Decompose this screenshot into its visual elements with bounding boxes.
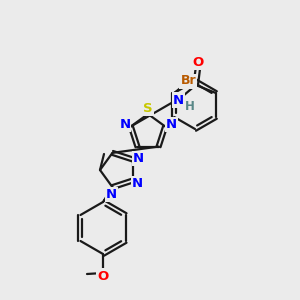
Text: O: O <box>98 269 109 283</box>
Text: N: N <box>132 177 143 190</box>
Text: S: S <box>143 101 153 115</box>
Text: H: H <box>185 100 195 113</box>
Text: N: N <box>106 188 117 201</box>
Text: Br: Br <box>180 74 196 88</box>
Text: N: N <box>166 118 177 131</box>
Text: N: N <box>133 152 144 165</box>
Text: N: N <box>173 94 184 106</box>
Text: N: N <box>119 118 130 131</box>
Text: O: O <box>192 56 203 68</box>
